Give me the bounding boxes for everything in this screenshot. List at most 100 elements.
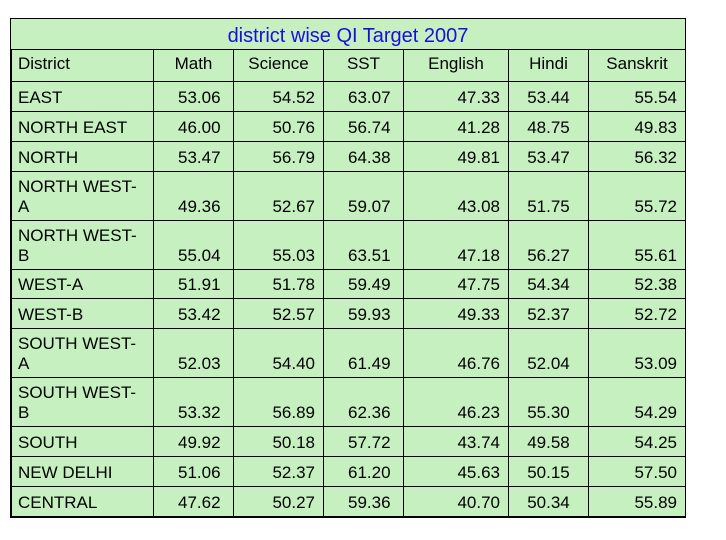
table-row: EAST 53.06 54.52 63.07 47.33 53.44 55.54 bbox=[11, 80, 686, 112]
value-cell: 50.34 bbox=[508, 486, 589, 517]
value-cell: 43.74 bbox=[403, 426, 509, 458]
header-row: District Math Science SST English Hindi … bbox=[11, 49, 686, 82]
value-cell: 56.89 bbox=[233, 377, 324, 428]
value-cell: 56.79 bbox=[233, 140, 324, 172]
district-cell: SOUTH WEST-B bbox=[11, 377, 154, 428]
value-cell: 49.92 bbox=[153, 426, 234, 458]
value-cell: 59.49 bbox=[323, 268, 404, 300]
value-cell: 59.93 bbox=[323, 298, 404, 330]
value-cell: 48.75 bbox=[508, 110, 589, 142]
table-row: WEST-A 51.91 51.78 59.49 47.75 54.34 52.38 bbox=[11, 268, 686, 300]
value-cell: 52.67 bbox=[233, 170, 324, 221]
value-cell: 46.76 bbox=[403, 328, 509, 379]
value-cell: 53.47 bbox=[508, 140, 589, 172]
value-cell: 49.33 bbox=[403, 298, 509, 330]
value-cell: 64.38 bbox=[323, 140, 404, 172]
value-cell: 49.36 bbox=[153, 170, 234, 221]
value-cell: 57.72 bbox=[323, 426, 404, 458]
district-cell: NEW DELHI bbox=[11, 456, 154, 488]
value-cell: 46.23 bbox=[403, 377, 509, 428]
table-row: SOUTH WEST-B 53.32 56.89 62.36 46.23 55.30 54.… bbox=[11, 377, 686, 428]
value-cell: 52.04 bbox=[508, 328, 589, 379]
district-cell: WEST-B bbox=[11, 298, 154, 330]
value-cell: 52.37 bbox=[508, 298, 589, 330]
header-hindi: Hindi bbox=[508, 49, 589, 82]
value-cell: 61.20 bbox=[323, 456, 404, 488]
value-cell: 53.42 bbox=[153, 298, 234, 330]
district-cell: NORTH WEST-A bbox=[11, 170, 154, 221]
value-cell: 59.07 bbox=[323, 170, 404, 221]
district-cell: NORTH WEST-B bbox=[11, 219, 154, 270]
value-cell: 55.30 bbox=[508, 377, 589, 428]
district-cell: CENTRAL bbox=[11, 486, 154, 517]
value-cell: 40.70 bbox=[403, 486, 509, 517]
value-cell: 49.58 bbox=[508, 426, 589, 458]
table-row: SOUTH WEST-A 52.03 54.40 61.49 46.76 52.04 53.… bbox=[11, 328, 686, 379]
header-science: Science bbox=[233, 49, 324, 82]
value-cell: 41.28 bbox=[403, 110, 509, 142]
district-cell: NORTH EAST bbox=[11, 110, 154, 142]
district-cell: WEST-A bbox=[11, 268, 154, 300]
value-cell: 56.27 bbox=[508, 219, 589, 270]
value-cell: 56.74 bbox=[323, 110, 404, 142]
value-cell: 53.32 bbox=[153, 377, 234, 428]
header-district: District bbox=[11, 49, 154, 82]
value-cell: 50.27 bbox=[233, 486, 324, 517]
header-sanskrit: Sanskrit bbox=[588, 49, 686, 82]
value-cell: 63.07 bbox=[323, 80, 404, 112]
table-row: NORTH EAST 46.00 50.76 56.74 41.28 48.75 49.83 bbox=[11, 110, 686, 142]
value-cell: 54.52 bbox=[233, 80, 324, 112]
value-cell: 55.04 bbox=[153, 219, 234, 270]
value-cell: 52.37 bbox=[233, 456, 324, 488]
value-cell: 51.06 bbox=[153, 456, 234, 488]
district-cell: EAST bbox=[11, 80, 154, 112]
value-cell: 59.36 bbox=[323, 486, 404, 517]
value-cell: 55.54 bbox=[588, 80, 686, 112]
value-cell: 55.03 bbox=[233, 219, 324, 270]
value-cell: 53.06 bbox=[153, 80, 234, 112]
value-cell: 55.72 bbox=[588, 170, 686, 221]
value-cell: 63.51 bbox=[323, 219, 404, 270]
value-cell: 53.47 bbox=[153, 140, 234, 172]
table-row: NORTH WEST-B 55.04 55.03 63.51 47.18 56.27 55.… bbox=[11, 219, 686, 270]
value-cell: 54.40 bbox=[233, 328, 324, 379]
value-cell: 56.32 bbox=[588, 140, 686, 172]
value-cell: 53.09 bbox=[588, 328, 686, 379]
value-cell: 61.49 bbox=[323, 328, 404, 379]
value-cell: 53.44 bbox=[508, 80, 589, 112]
value-cell: 54.34 bbox=[508, 268, 589, 300]
table-row: NEW DELHI 51.06 52.37 61.20 45.63 50.15 57.50 bbox=[11, 456, 686, 488]
header-english: English bbox=[403, 49, 509, 82]
value-cell: 47.75 bbox=[403, 268, 509, 300]
value-cell: 54.25 bbox=[588, 426, 686, 458]
value-cell: 52.57 bbox=[233, 298, 324, 330]
value-cell: 55.89 bbox=[588, 486, 686, 517]
header-sst: SST bbox=[323, 49, 404, 82]
value-cell: 51.78 bbox=[233, 268, 324, 300]
value-cell: 62.36 bbox=[323, 377, 404, 428]
table-row: NORTH 53.47 56.79 64.38 49.81 53.47 56.32 bbox=[11, 140, 686, 172]
value-cell: 52.72 bbox=[588, 298, 686, 330]
value-cell: 47.33 bbox=[403, 80, 509, 112]
district-cell: SOUTH bbox=[11, 426, 154, 458]
header-math: Math bbox=[153, 49, 234, 82]
table-frame: district wise QI Target 2007 District Ma… bbox=[10, 18, 686, 518]
value-cell: 43.08 bbox=[403, 170, 509, 221]
value-cell: 45.63 bbox=[403, 456, 509, 488]
table-row: SOUTH 49.92 50.18 57.72 43.74 49.58 54.25 bbox=[11, 426, 686, 458]
district-cell: SOUTH WEST-A bbox=[11, 328, 154, 379]
value-cell: 57.50 bbox=[588, 456, 686, 488]
district-cell: NORTH bbox=[11, 140, 154, 172]
table-body: District Math Science SST English Hindi … bbox=[11, 49, 686, 517]
value-cell: 50.76 bbox=[233, 110, 324, 142]
value-cell: 55.61 bbox=[588, 219, 686, 270]
value-cell: 51.75 bbox=[508, 170, 589, 221]
table-title: district wise QI Target 2007 bbox=[11, 19, 685, 49]
value-cell: 46.00 bbox=[153, 110, 234, 142]
value-cell: 51.91 bbox=[153, 268, 234, 300]
value-cell: 47.18 bbox=[403, 219, 509, 270]
value-cell: 49.81 bbox=[403, 140, 509, 172]
qi-target-table: District Math Science SST English Hindi … bbox=[11, 49, 686, 517]
value-cell: 52.38 bbox=[588, 268, 686, 300]
table-row: CENTRAL 47.62 50.27 59.36 40.70 50.34 55.89 bbox=[11, 486, 686, 517]
